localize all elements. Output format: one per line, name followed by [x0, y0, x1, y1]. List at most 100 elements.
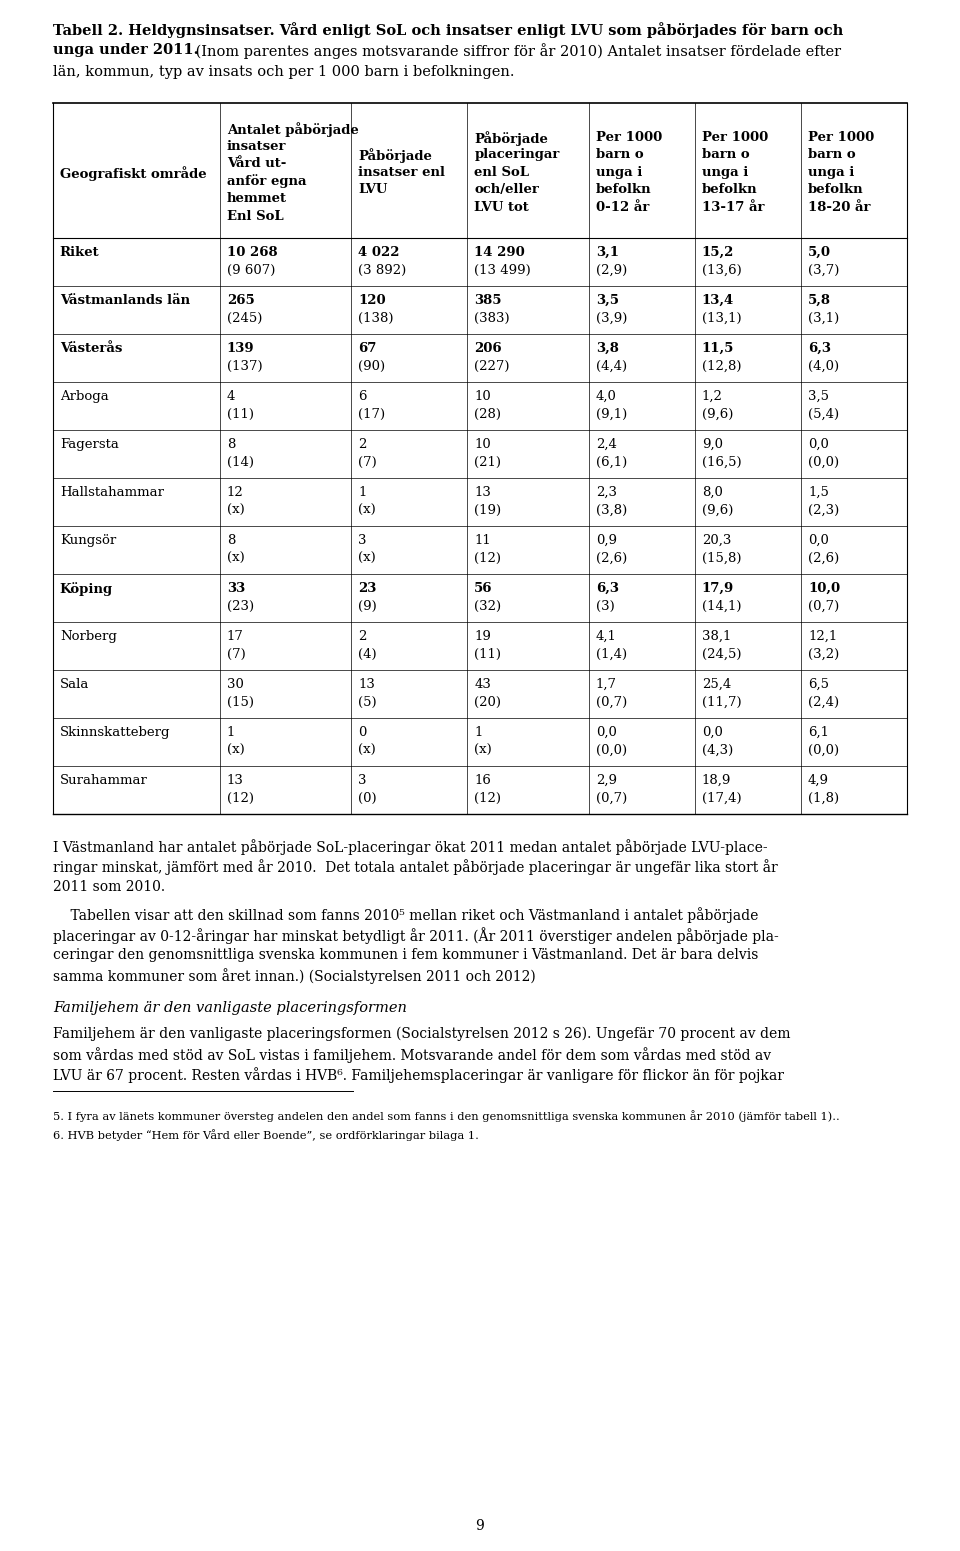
Text: 2,9: 2,9 — [596, 774, 616, 788]
Text: 9: 9 — [475, 1518, 485, 1532]
Text: och/eller: och/eller — [474, 183, 540, 197]
Text: (15): (15) — [227, 696, 253, 709]
Text: (137): (137) — [227, 360, 262, 372]
Text: 4,0: 4,0 — [596, 391, 616, 403]
Text: Köping: Köping — [60, 582, 113, 596]
Text: (x): (x) — [227, 552, 245, 565]
Text: Fagersta: Fagersta — [60, 439, 119, 451]
Text: (4,0): (4,0) — [808, 360, 839, 372]
Text: 20,3: 20,3 — [702, 534, 732, 548]
Text: 265: 265 — [227, 295, 254, 307]
Text: (90): (90) — [358, 360, 385, 372]
Text: (4,3): (4,3) — [702, 744, 733, 757]
Text: (9 607): (9 607) — [227, 264, 275, 276]
Text: 1,2: 1,2 — [702, 391, 723, 403]
Text: (3,9): (3,9) — [596, 312, 627, 324]
Text: (0,0): (0,0) — [808, 456, 839, 468]
Text: (15,8): (15,8) — [702, 552, 741, 565]
Text: (24,5): (24,5) — [702, 648, 741, 661]
Text: 3,5: 3,5 — [808, 391, 829, 403]
Text: 0,0: 0,0 — [808, 534, 828, 548]
Text: Per 1000: Per 1000 — [702, 130, 768, 144]
Text: (7): (7) — [358, 456, 377, 468]
Text: 385: 385 — [474, 295, 502, 307]
Text: (x): (x) — [227, 744, 245, 757]
Text: insatser enl: insatser enl — [358, 166, 445, 178]
Text: 2,3: 2,3 — [596, 487, 616, 499]
Text: Arboga: Arboga — [60, 391, 108, 403]
Text: 4: 4 — [227, 391, 235, 403]
Text: (0,0): (0,0) — [808, 744, 839, 757]
Text: 17,9: 17,9 — [702, 582, 734, 596]
Text: (9,6): (9,6) — [702, 408, 733, 420]
Text: (3,8): (3,8) — [596, 504, 627, 516]
Text: (Inom parentes anges motsvarande siffror för år 2010) Antalet insatser fördelade: (Inom parentes anges motsvarande siffror… — [191, 43, 841, 59]
Text: 18,9: 18,9 — [702, 774, 732, 788]
Text: (23): (23) — [227, 600, 253, 613]
Text: (3,2): (3,2) — [808, 648, 839, 661]
Text: 0,0: 0,0 — [596, 726, 616, 740]
Text: 8: 8 — [227, 534, 235, 548]
Text: Familjehem är den vanligaste placeringsformen (Socialstyrelsen 2012 s 26). Ungef: Familjehem är den vanligaste placeringsf… — [53, 1027, 790, 1041]
Text: Geografiskt område: Geografiskt område — [60, 166, 206, 180]
Text: barn o: barn o — [702, 149, 750, 161]
Text: 1,7: 1,7 — [596, 678, 616, 692]
Text: 10,0: 10,0 — [808, 582, 840, 596]
Text: Västmanlands län: Västmanlands län — [60, 295, 190, 307]
Text: (12): (12) — [474, 552, 501, 565]
Text: (0): (0) — [358, 791, 376, 805]
Text: Tabell 2. Heldygnsinsatser. Vård enligt SoL och insatser enligt LVU som påbörjad: Tabell 2. Heldygnsinsatser. Vård enligt … — [53, 22, 843, 37]
Text: (11): (11) — [474, 648, 501, 661]
Text: Enl SoL: Enl SoL — [227, 209, 283, 222]
Text: (12): (12) — [227, 791, 253, 805]
Text: (9): (9) — [358, 600, 377, 613]
Text: 13,4: 13,4 — [702, 295, 734, 307]
Text: 11: 11 — [474, 534, 492, 548]
Text: (4): (4) — [358, 648, 376, 661]
Text: 19: 19 — [474, 630, 492, 644]
Text: 10 268: 10 268 — [227, 247, 277, 259]
Text: 4 022: 4 022 — [358, 247, 399, 259]
Text: (0,7): (0,7) — [596, 791, 627, 805]
Text: 8,0: 8,0 — [702, 487, 723, 499]
Text: LVU: LVU — [358, 183, 388, 197]
Text: 67: 67 — [358, 343, 376, 355]
Text: (0,0): (0,0) — [596, 744, 627, 757]
Text: 0-12 år: 0-12 år — [596, 200, 649, 214]
Text: (9,1): (9,1) — [596, 408, 627, 420]
Text: 6: 6 — [358, 391, 367, 403]
Text: 4,1: 4,1 — [596, 630, 616, 644]
Text: 0,0: 0,0 — [702, 726, 723, 740]
Text: 13: 13 — [474, 487, 492, 499]
Text: Familjehem är den vanligaste placeringsformen: Familjehem är den vanligaste placeringsf… — [53, 1000, 407, 1014]
Text: (13 499): (13 499) — [474, 264, 531, 276]
Text: (1,4): (1,4) — [596, 648, 627, 661]
Text: 5,8: 5,8 — [808, 295, 831, 307]
Text: 3,1: 3,1 — [596, 247, 618, 259]
Text: 14 290: 14 290 — [474, 247, 525, 259]
Text: 2011 som 2010.: 2011 som 2010. — [53, 879, 165, 893]
Text: 30: 30 — [227, 678, 244, 692]
Text: (28): (28) — [474, 408, 501, 420]
Text: enl SoL: enl SoL — [474, 166, 529, 178]
Text: Västerås: Västerås — [60, 343, 122, 355]
Text: Påbörjade: Påbörjade — [358, 149, 432, 163]
Text: LVU är 67 procent. Resten vårdas i HVB⁶. Familjehemsplaceringar är vanligare för: LVU är 67 procent. Resten vårdas i HVB⁶.… — [53, 1067, 783, 1084]
Text: (3): (3) — [596, 600, 614, 613]
Text: (x): (x) — [358, 552, 375, 565]
Text: 206: 206 — [474, 343, 502, 355]
Text: (3 892): (3 892) — [358, 264, 406, 276]
Text: 16: 16 — [474, 774, 492, 788]
Text: (0,7): (0,7) — [596, 696, 627, 709]
Text: (20): (20) — [474, 696, 501, 709]
Text: 10: 10 — [474, 439, 492, 451]
Text: anför egna: anför egna — [227, 175, 306, 188]
Text: unga i: unga i — [596, 166, 642, 178]
Text: (11): (11) — [227, 408, 253, 420]
Text: 3: 3 — [358, 774, 367, 788]
Text: (2,6): (2,6) — [596, 552, 627, 565]
Text: 0,0: 0,0 — [808, 439, 828, 451]
Text: (138): (138) — [358, 312, 394, 324]
Text: (12,8): (12,8) — [702, 360, 741, 372]
Text: 15,2: 15,2 — [702, 247, 734, 259]
